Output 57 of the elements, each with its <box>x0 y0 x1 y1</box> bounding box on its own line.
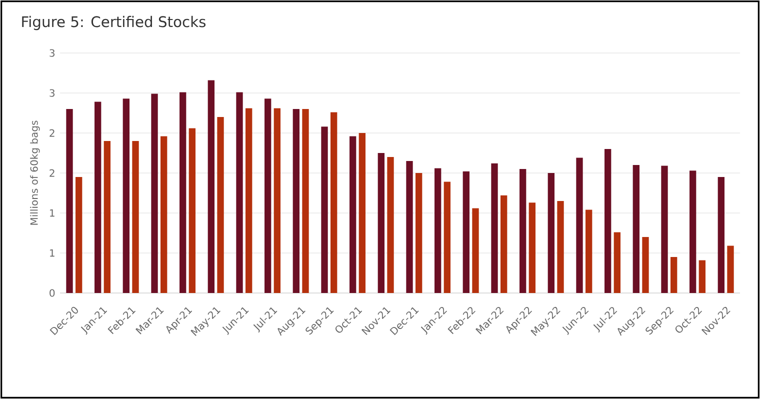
bar <box>718 176 724 293</box>
bar <box>208 80 215 293</box>
bar <box>330 112 338 293</box>
bar <box>94 102 102 293</box>
bar <box>66 108 73 293</box>
bar <box>302 108 309 293</box>
bar <box>472 208 479 293</box>
bar <box>236 92 243 293</box>
y-tick-label: 0 <box>50 289 55 297</box>
bar <box>434 168 442 293</box>
y-tick-label: 2 <box>50 169 54 177</box>
bar <box>586 210 592 293</box>
y-tick-label: 3 <box>50 49 54 57</box>
bar <box>632 164 640 293</box>
bar <box>387 156 394 293</box>
bar <box>246 108 252 293</box>
bar <box>378 152 385 293</box>
bar <box>520 168 526 293</box>
bar <box>690 170 696 293</box>
bar <box>406 160 413 293</box>
bar <box>350 136 356 293</box>
bar <box>462 171 470 293</box>
bar <box>557 200 564 293</box>
bar <box>358 132 366 293</box>
bar <box>160 136 168 293</box>
bar <box>188 128 196 293</box>
bar <box>614 232 620 293</box>
bar <box>548 172 554 293</box>
bar <box>642 236 649 293</box>
bar <box>122 98 130 293</box>
bar <box>491 163 498 293</box>
chart-title: Figure 5: Certified Stocks <box>22 16 206 30</box>
bar <box>604 148 612 293</box>
bar <box>292 108 300 293</box>
y-tick-label: 2 <box>50 129 54 137</box>
y-axis-title: Millions of 60kg bags <box>30 120 40 225</box>
bar <box>274 108 281 293</box>
bar <box>576 158 583 293</box>
y-tick-label: 3 <box>50 89 54 97</box>
bar <box>217 116 224 293</box>
y-tick-label: 1 <box>50 249 54 257</box>
bar <box>76 176 82 293</box>
bar <box>500 195 508 293</box>
bar <box>727 246 734 293</box>
bar <box>444 182 451 293</box>
bar <box>132 140 139 293</box>
bar <box>180 92 186 293</box>
bar <box>661 166 668 293</box>
y-tick-label: 1 <box>50 209 54 217</box>
bar <box>104 140 111 293</box>
bar <box>698 260 706 293</box>
bar <box>416 172 422 293</box>
bar <box>264 98 272 293</box>
bar <box>151 94 158 293</box>
bar <box>321 126 328 293</box>
bar <box>528 202 536 293</box>
bar <box>670 256 678 293</box>
